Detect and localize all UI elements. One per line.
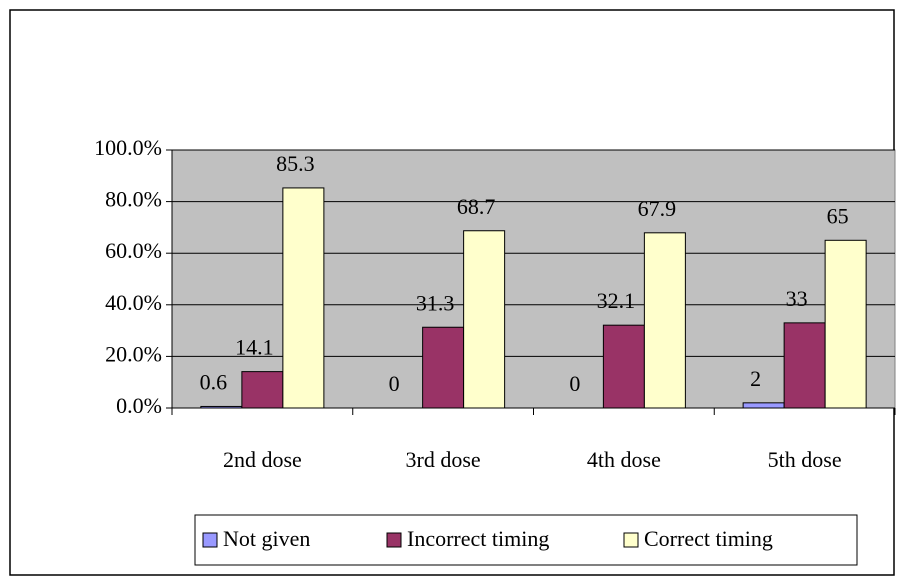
x-tick-label: 2nd dose [223, 447, 302, 472]
bar [422, 326, 465, 409]
y-tick-label: 60.0% [105, 238, 162, 263]
bar [824, 239, 867, 409]
data-label: 33 [786, 286, 808, 311]
legend-swatch [202, 532, 218, 548]
y-tick-label: 40.0% [105, 290, 162, 315]
y-tick-label: 80.0% [105, 187, 162, 212]
data-label: 65 [827, 203, 849, 228]
data-label: 14.1 [235, 335, 274, 360]
legend-swatch [623, 532, 639, 548]
legend-swatch [386, 532, 402, 548]
bar [241, 371, 284, 409]
y-tick-label: 20.0% [105, 341, 162, 366]
bar [602, 324, 645, 409]
data-label: 31.3 [416, 290, 455, 315]
legend-label: Incorrect timing [407, 526, 549, 551]
bar [783, 322, 826, 409]
data-label: 0.6 [200, 369, 228, 394]
data-label: 32.1 [597, 288, 636, 313]
legend-label: Not given [223, 526, 310, 551]
data-label: 68.7 [457, 194, 496, 219]
data-label: 2 [750, 366, 761, 391]
bar [200, 405, 243, 409]
data-label: 0 [389, 371, 400, 396]
data-label: 85.3 [276, 151, 315, 176]
bar [742, 402, 785, 409]
data-label: 67.9 [638, 196, 677, 221]
legend-label: Correct timing [644, 526, 773, 551]
y-tick-label: 0.0% [116, 393, 162, 418]
x-tick-label: 5th dose [768, 447, 842, 472]
data-label: 0 [569, 371, 580, 396]
legend-box [194, 514, 858, 566]
y-tick-label: 100.0% [94, 135, 162, 160]
bar [463, 230, 506, 409]
x-tick-label: 3rd dose [406, 447, 481, 472]
bar [643, 232, 686, 409]
bar [282, 187, 325, 409]
x-tick-label: 4th dose [587, 447, 661, 472]
